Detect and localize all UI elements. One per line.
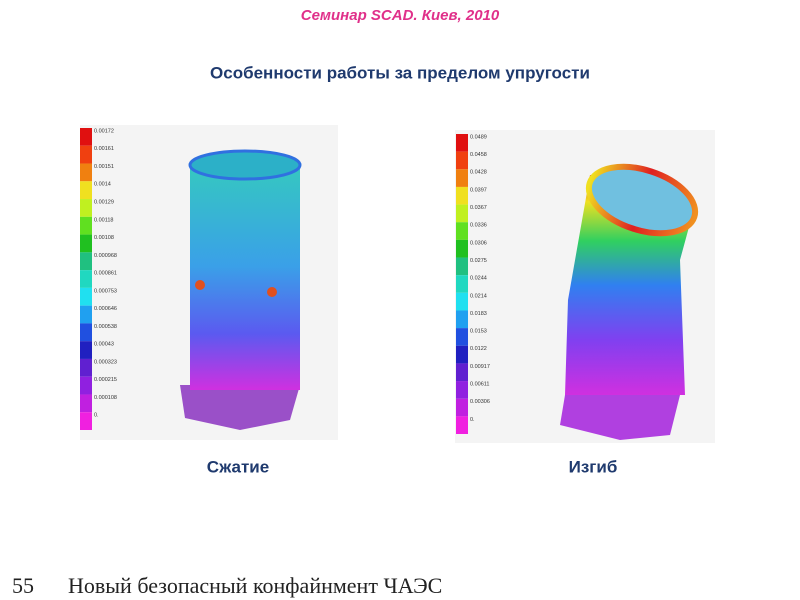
legend-swatch [80,270,92,288]
legend-label: 0.00151 [94,164,114,170]
legend-label: 0.0306 [470,240,487,246]
caption: Изгиб [569,457,618,476]
base-plate [180,385,300,430]
header: Семинар SCAD. Киев, 2010 [301,7,500,24]
legend-swatch [456,204,468,223]
legend-swatch [80,358,92,377]
legend-label: 0.000215 [94,377,117,383]
legend-label: 0.00129 [94,200,114,206]
legend-swatch [456,186,468,205]
legend-label: 0.000646 [94,306,117,312]
legend-swatch [456,292,468,311]
legend-label: 0. [94,413,99,419]
legend-swatch [456,310,468,329]
legend-label: 0.000968 [94,253,117,259]
legend-swatch [80,199,92,217]
legend-label: 0.000108 [94,395,117,401]
legend-swatch [80,181,92,200]
legend-swatch [80,287,92,306]
legend-label: 0.0275 [470,258,487,264]
legend-swatch [80,341,92,359]
legend-label: 0.0014 [94,182,111,188]
legend-label: 0.000861 [94,271,117,277]
legend-swatch [456,398,468,417]
base-plate [560,395,680,440]
cylinder-body [190,165,300,390]
footer-text: Новый безопасный конфайнмент ЧАЭС [68,573,442,598]
legend-label: 0.0428 [470,170,487,176]
legend-swatch [456,151,468,170]
legend-swatch [456,363,468,382]
legend-swatch [456,222,468,240]
legend-label: 0.0489 [470,134,487,140]
legend-swatch [456,381,468,399]
legend-label: 0.00161 [94,146,114,152]
legend-label: 0.0336 [470,223,487,229]
legends: 0.00172 0.00161 0.00151 0.0014 0.00129 0.0011… [80,128,490,434]
legend-label: 0.00172 [94,128,114,134]
legend-swatch [80,234,92,253]
slide-title: Особенности работы за пределом упругости [210,63,590,82]
legend-swatch [456,239,468,258]
legend-label: 0.0458 [470,152,487,158]
legend-swatch [456,169,468,187]
legend-swatch [80,412,92,430]
legend-swatch [80,216,92,235]
caption: Сжатие [207,457,269,476]
legend-label: 0.00917 [470,364,490,370]
legend-label: 0.000753 [94,288,117,294]
legend-swatch [456,328,468,346]
legend-swatch [80,128,92,146]
legend-label: 0.0183 [470,311,487,317]
legend-swatch [80,145,92,164]
legend-swatch [456,134,468,152]
page-number: 55 [12,573,34,598]
legend-swatch [456,345,468,364]
hotspot [195,280,205,290]
legend-swatch [80,323,92,342]
legend-label: 0.0122 [470,346,487,352]
cylinder-top [188,149,302,181]
legend-swatch [456,416,468,434]
legend-label: 0.0244 [470,276,487,282]
legend-label: 0.00118 [94,217,113,223]
legend-swatch [80,394,92,413]
legend-label: 0.00108 [94,235,114,241]
legend-label: 0.0397 [470,187,487,193]
legend-label: 0.0367 [470,205,487,211]
hotspot [267,287,277,297]
legend-swatch [80,376,92,395]
legend-label: 0.000538 [94,324,117,330]
legend-label: 0.00306 [470,399,490,405]
legend-label: 0.0214 [470,293,487,299]
legend-swatch [456,275,468,293]
legend-swatch [80,163,92,182]
legend-label: 0.0153 [470,329,487,335]
legend-label: 0. [470,417,475,423]
legend-label: 0.00611 [470,382,489,388]
legend-swatch [80,252,92,271]
legend-label: 0.000323 [94,359,117,365]
cylinder-top [585,163,699,237]
legend-swatch [80,305,92,324]
legend-swatch [456,257,468,276]
legend-label: 0.00043 [94,342,114,348]
